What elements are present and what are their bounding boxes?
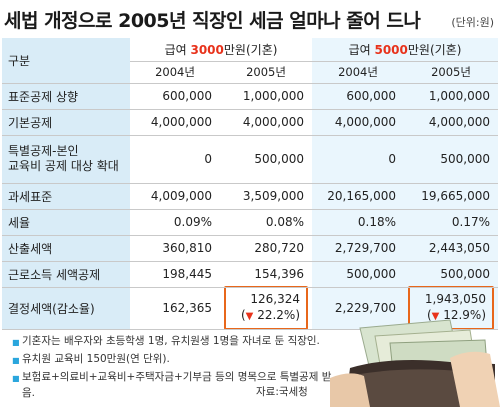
wallet-money-illustration [330, 319, 500, 407]
note-text: 기혼자는 배우자와 초등학생 1명, 유치원생 1명을 자녀로 둔 직장인. [22, 335, 320, 347]
table-cell: 2,229,700 [312, 287, 404, 330]
year-header: 2004년 [312, 61, 404, 84]
table-cell: 0 [130, 135, 220, 184]
table-cell: 162,365 [130, 287, 220, 330]
final-value: 1,943,050 [424, 292, 486, 306]
row-label: 세율 [2, 209, 130, 236]
final-value: 126,324 [250, 292, 300, 306]
table-cell: 500,000 [404, 135, 498, 184]
table-row: 과세표준 4,009,000 3,509,000 20,165,000 19,6… [2, 183, 498, 210]
row-label: 과세표준 [2, 183, 130, 210]
table-cell: 600,000 [312, 83, 404, 110]
note-item: ■ 유치원 교육비 150만원(연 단위). [12, 351, 332, 369]
row-label: 기본공제 [2, 109, 130, 136]
table-cell: 4,000,000 [220, 109, 312, 136]
header-row-years: 2004년 2005년 2004년 2005년 [2, 61, 498, 84]
year-header: 2005년 [220, 61, 312, 84]
year-header: 2005년 [404, 61, 498, 84]
bullet-icon: ■ [12, 338, 20, 347]
table-cell: 500,000 [220, 135, 312, 184]
header-row-groups: 구분 급여 3000만원(기혼) 급여 5000만원(기혼) [2, 38, 498, 84]
table-cell: 0 [312, 135, 404, 184]
row-label: 근로소득 세액공제 [2, 261, 130, 288]
table-cell: 4,009,000 [130, 183, 220, 210]
bullet-icon: ■ [12, 356, 20, 365]
table-cell: 0.09% [130, 209, 220, 236]
unit-label: (단위:원) [451, 16, 494, 29]
table-row: 기본공제 4,000,000 4,000,000 4,000,000 4,000… [2, 109, 498, 136]
table-row: 산출세액 360,810 280,720 2,729,700 2,443,050 [2, 235, 498, 262]
table-cell: 2,443,050 [404, 235, 498, 262]
row-label-line: 교육비 공제 대상 확대 [8, 159, 119, 173]
table-cell: 0.18% [312, 209, 404, 236]
group2-suffix: 만원(기혼) [407, 42, 462, 57]
table-cell: 1,000,000 [220, 83, 312, 110]
row-label-line: 특별공제-본인 [8, 144, 79, 158]
table-cell: 360,810 [130, 235, 220, 262]
row-label: 산출세액 [2, 235, 130, 262]
table-cell: 4,000,000 [404, 109, 498, 136]
row-label: 표준공제 상향 [2, 83, 130, 110]
note-item: ■ 보험료+의료비+교육비+주택자금+기부금 등의 명목으로 특별공제 받음. [12, 369, 332, 401]
tax-table: 구분 급여 3000만원(기혼) 급여 5000만원(기혼) 2004년 200… [2, 38, 498, 330]
group2-amount: 5000 [374, 42, 408, 57]
year-header: 2004년 [130, 61, 220, 84]
table-cell: 500,000 [312, 261, 404, 288]
page-title-bar: 세법 개정으로 2005년 직장인 세금 얼마나 줄어 드나 (단위:원) [4, 2, 496, 36]
decrease-rate: 22.2% [257, 308, 296, 322]
group2-header: 급여 5000만원(기혼) [312, 38, 498, 62]
table-cell: 0.17% [404, 209, 498, 236]
group2-prefix: 급여 [348, 42, 375, 57]
table-row: 표준공제 상향 600,000 1,000,000 600,000 1,000,… [2, 83, 498, 110]
highlight-cell: 1,943,050 (▼ 12.9%) [404, 286, 498, 330]
note-text: 보험료+의료비+교육비+주택자금+기부금 등의 명목으로 특별공제 받음. [22, 371, 332, 399]
highlight-cell: 126,324 (▼ 22.2%) [220, 286, 312, 330]
table-cell: 600,000 [130, 83, 220, 110]
table-row: 특별공제-본인 교육비 공제 대상 확대 0 500,000 0 500,000 [2, 135, 498, 184]
category-header: 구분 [2, 38, 130, 84]
table-cell: 2,729,700 [312, 235, 404, 262]
down-triangle-icon: ▼ [431, 311, 440, 322]
table-cell: 19,665,000 [404, 183, 498, 210]
table-cell: 1,000,000 [404, 83, 498, 110]
note-item: ■ 기혼자는 배우자와 초등학생 1명, 유치원생 1명을 자녀로 둔 직장인. [12, 333, 332, 351]
group1-amount: 3000 [190, 42, 224, 57]
table-cell: 4,000,000 [130, 109, 220, 136]
notes: ■ 기혼자는 배우자와 초등학생 1명, 유치원생 1명을 자녀로 둔 직장인. … [12, 333, 332, 401]
table-cell: 280,720 [220, 235, 312, 262]
table-cell: 198,445 [130, 261, 220, 288]
note-text: 유치원 교육비 150만원(연 단위). [22, 353, 170, 365]
page-title: 세법 개정으로 2005년 직장인 세금 얼마나 줄어 드나 [4, 9, 421, 32]
table-cell: 154,396 [220, 261, 312, 288]
table-row: 근로소득 세액공제 198,445 154,396 500,000 500,00… [2, 261, 498, 288]
final-row: 결정세액(감소율) 162,365 126,324 (▼ 22.2%) 2,22… [2, 286, 498, 330]
group1-suffix: 만원(기혼) [223, 42, 278, 57]
group1-prefix: 급여 [164, 42, 191, 57]
down-triangle-icon: ▼ [245, 311, 254, 322]
table-cell: 20,165,000 [312, 183, 404, 210]
bullet-icon: ■ [12, 374, 20, 383]
row-label: 특별공제-본인 교육비 공제 대상 확대 [2, 135, 130, 184]
table-cell: 3,509,000 [220, 183, 312, 210]
row-label: 결정세액(감소율) [2, 287, 130, 330]
decrease-rate: 12.9% [443, 308, 482, 322]
source-label: 자료:국세청 [256, 386, 308, 398]
table-row: 세율 0.09% 0.08% 0.18% 0.17% [2, 209, 498, 236]
table-cell: 0.08% [220, 209, 312, 236]
group1-header: 급여 3000만원(기혼) [130, 38, 312, 62]
table-cell: 4,000,000 [312, 109, 404, 136]
table-cell: 500,000 [404, 261, 498, 288]
highlight-box: 126,324 (▼ 22.2%) [224, 286, 308, 330]
